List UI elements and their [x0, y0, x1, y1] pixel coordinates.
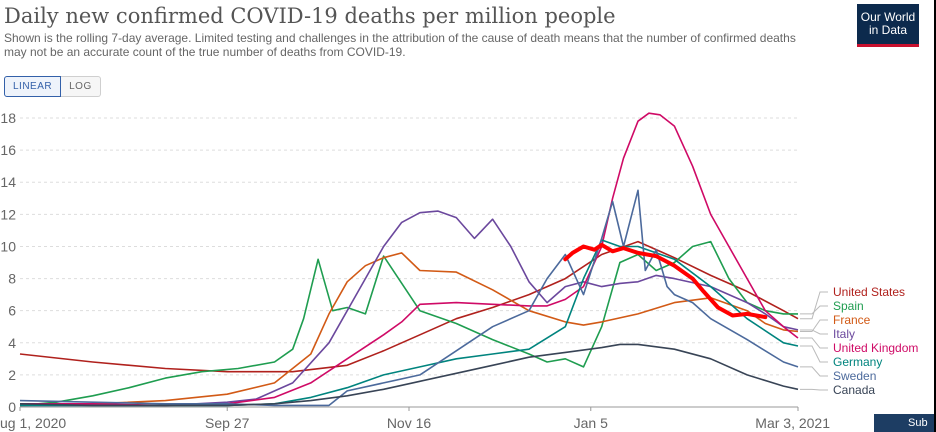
- y-tick-label: 14: [0, 174, 16, 190]
- legend-label: Italy: [833, 327, 855, 341]
- y-tick-label: 12: [0, 206, 16, 222]
- red-annotation-stroke: [563, 242, 768, 320]
- logo-line-2: in Data: [868, 23, 908, 37]
- series-line-germany: [20, 239, 799, 407]
- legend-label: Spain: [833, 299, 864, 313]
- x-tick-label: Nov 16: [387, 415, 432, 431]
- legend-leader-line: [800, 305, 828, 315]
- series-line-france: [19, 252, 799, 407]
- legend-label: Canada: [833, 383, 875, 397]
- y-tick-label: 18: [0, 110, 16, 126]
- series-line-canada: [19, 343, 799, 407]
- x-tick-label: Jan 5: [574, 415, 608, 431]
- legend-label: Sweden: [833, 369, 876, 383]
- legend-label: United States: [833, 285, 905, 299]
- x-tick-label: Sep 27: [205, 415, 250, 431]
- chart-title: Daily new confirmed COVID-19 deaths per …: [4, 4, 616, 28]
- x-tick-label: ug 1, 2020: [0, 415, 66, 431]
- series-line-united-states: [19, 240, 799, 373]
- y-tick-label: 4: [8, 335, 16, 351]
- legend-leader-line: [800, 337, 828, 349]
- legend-leader-line: [800, 329, 828, 335]
- legend-label: France: [833, 313, 871, 327]
- scale-toggle: LINEAR LOG: [4, 76, 101, 97]
- x-tick-label: Mar 3, 2021: [755, 415, 830, 431]
- legend-leader-line: [800, 366, 828, 377]
- window-edge: [934, 0, 936, 432]
- y-tick-label: 10: [0, 238, 16, 254]
- logo-line-1: Our World: [860, 10, 916, 24]
- y-tick-label: 0: [8, 399, 16, 415]
- subscribe-button[interactable]: Sub: [874, 414, 934, 432]
- series-line-united-kingdom: [20, 112, 799, 407]
- legend-leader-line: [800, 388, 828, 391]
- y-tick-label: 6: [8, 303, 16, 319]
- legend-label: Germany: [833, 355, 882, 369]
- series-line-italy: [20, 210, 799, 407]
- linear-scale-button[interactable]: LINEAR: [4, 76, 62, 97]
- chart-subtitle: Shown is the rolling 7-day average. Limi…: [4, 31, 796, 59]
- y-tick-label: 2: [8, 367, 16, 383]
- legend-label: United Kingdom: [833, 341, 918, 355]
- log-scale-button[interactable]: LOG: [61, 76, 101, 97]
- legend-leader-line: [800, 319, 828, 333]
- y-tick-label: 8: [8, 271, 16, 287]
- legend-leader-line: [800, 345, 828, 363]
- series-line-sweden: [19, 189, 799, 407]
- owid-logo[interactable]: Our World in Data: [857, 4, 919, 47]
- legend-leader-line: [800, 291, 828, 320]
- y-tick-label: 16: [0, 142, 16, 158]
- series-line-spain: [19, 240, 798, 407]
